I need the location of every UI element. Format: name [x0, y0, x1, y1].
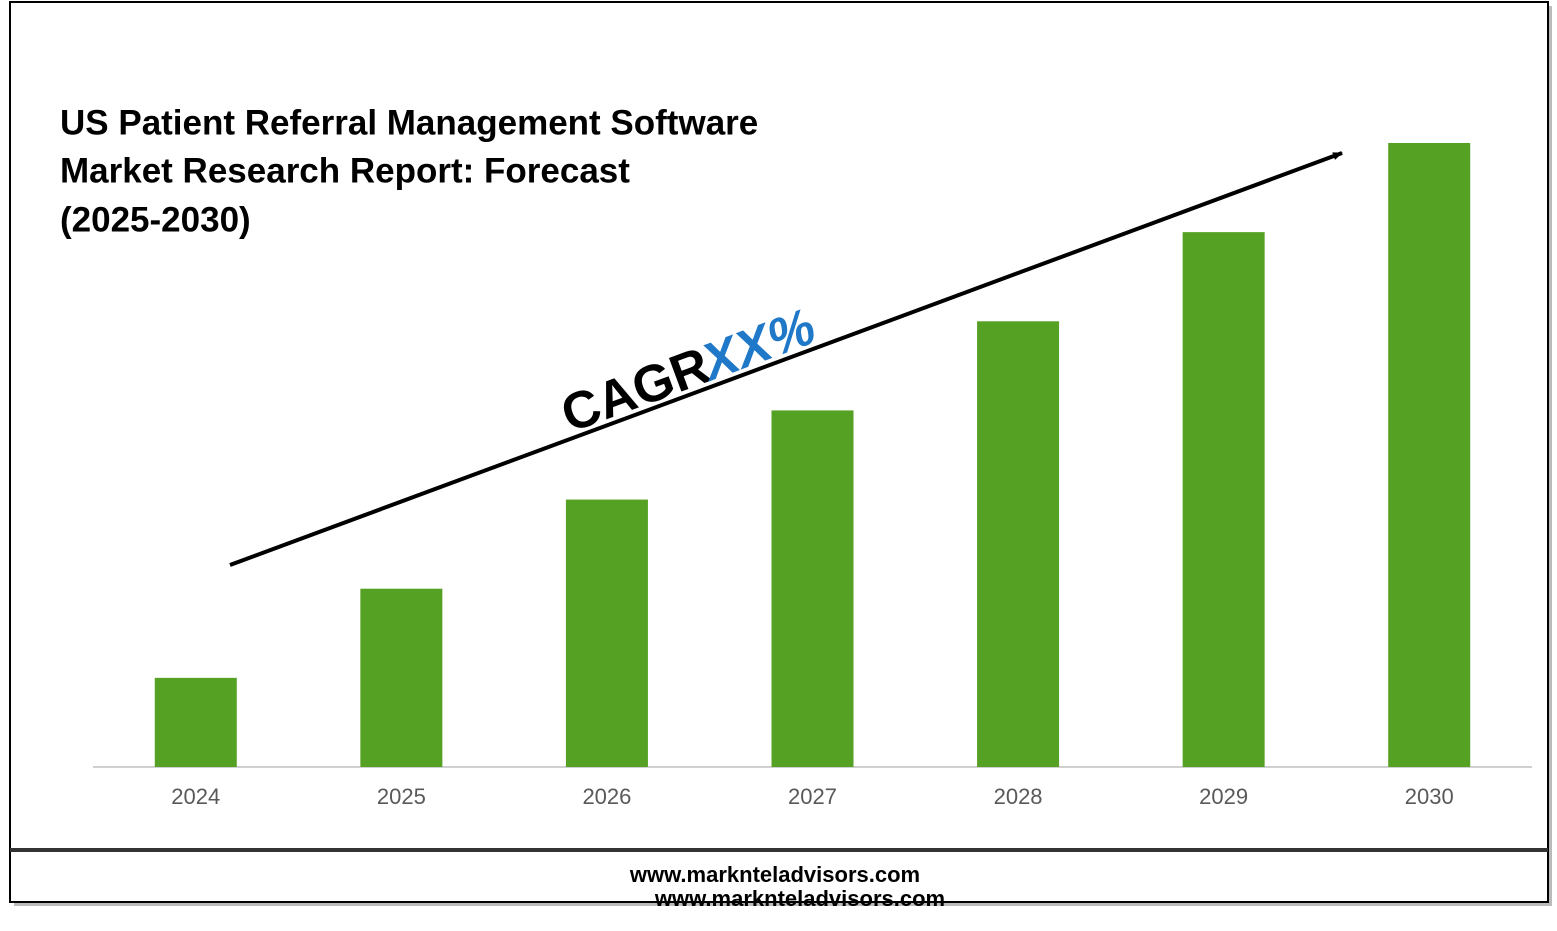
footer-url: www.marknteladvisors.com — [629, 862, 920, 887]
chart-title: (2025-2030) — [60, 200, 251, 239]
bar — [1182, 232, 1265, 768]
x-tick-label: 2025 — [377, 784, 426, 809]
bar — [977, 321, 1060, 767]
bar — [565, 499, 648, 767]
bar — [1388, 143, 1471, 767]
chart-title: US Patient Referral Management Software — [60, 103, 758, 142]
x-tick-label: 2027 — [788, 784, 837, 809]
bar — [154, 677, 237, 767]
bar — [771, 410, 854, 767]
trend-arrow — [229, 151, 1343, 567]
x-tick-label: 2028 — [994, 784, 1043, 809]
x-tick-label: 2029 — [1199, 784, 1248, 809]
footer-url: www.marknteladvisors.com — [654, 886, 945, 911]
chart-title: Market Research Report: Forecast — [60, 151, 630, 190]
bar — [360, 588, 443, 767]
x-tick-label: 2030 — [1405, 784, 1454, 809]
x-tick-label: 2026 — [582, 784, 631, 809]
x-tick-label: 2024 — [171, 784, 220, 809]
